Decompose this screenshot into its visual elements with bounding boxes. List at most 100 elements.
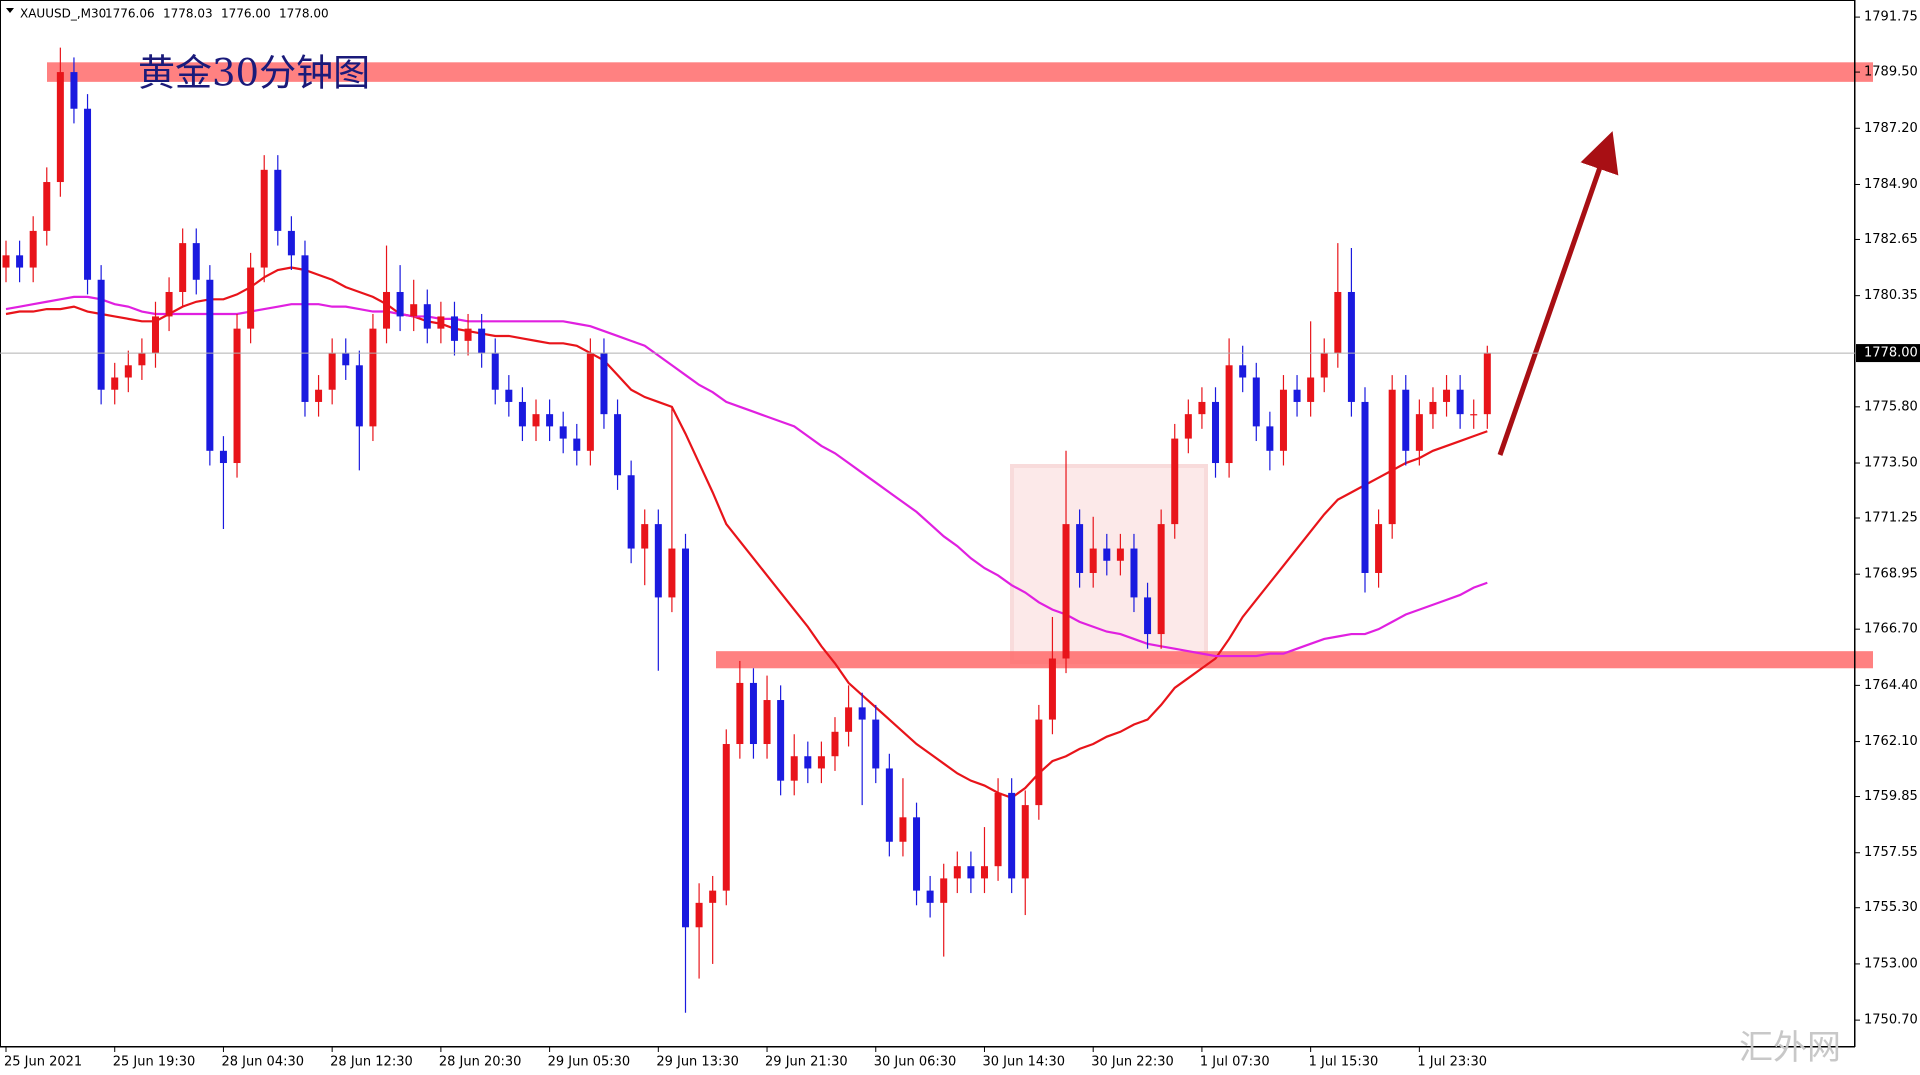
x-tick-label: 28 Jun 12:30 bbox=[330, 1055, 413, 1070]
candle-body bbox=[858, 707, 866, 720]
candle-body bbox=[709, 890, 717, 903]
candle-body bbox=[627, 475, 635, 549]
candle-body bbox=[274, 169, 282, 231]
candle-body bbox=[478, 328, 486, 354]
candle-body bbox=[885, 768, 893, 842]
candle-body bbox=[532, 414, 540, 427]
x-tick-label: 29 Jun 21:30 bbox=[765, 1055, 848, 1070]
candle-body bbox=[1184, 414, 1192, 439]
candle-body bbox=[423, 304, 431, 329]
header-marker bbox=[6, 8, 14, 13]
candle-body bbox=[84, 108, 92, 280]
candle-body bbox=[777, 700, 785, 781]
candle-body bbox=[1266, 426, 1274, 451]
candle-body bbox=[1062, 524, 1070, 659]
candle-body bbox=[1252, 377, 1260, 427]
header-value: 1778.03 bbox=[163, 7, 213, 21]
candle-body bbox=[369, 328, 377, 427]
x-tick-label: 30 Jun 06:30 bbox=[874, 1055, 957, 1070]
candle-body bbox=[1198, 401, 1206, 415]
header-value: 1776.00 bbox=[221, 7, 271, 21]
x-tick-label: 1 Jul 15:30 bbox=[1309, 1055, 1379, 1070]
candle-body bbox=[1239, 365, 1247, 378]
y-tick-label: 1782.65 bbox=[1864, 232, 1918, 247]
candle-body bbox=[614, 414, 622, 476]
y-tick-label: 1759.85 bbox=[1864, 789, 1918, 804]
candle-body bbox=[695, 902, 703, 928]
x-tick-label: 1 Jul 07:30 bbox=[1200, 1055, 1270, 1070]
candle-body bbox=[1334, 291, 1342, 354]
candle-body bbox=[1388, 389, 1396, 525]
candle-body bbox=[804, 756, 812, 769]
candle-body bbox=[233, 328, 241, 464]
candle-body bbox=[206, 279, 214, 451]
candle-body bbox=[1347, 291, 1355, 402]
candle-body bbox=[1212, 401, 1220, 464]
candle-body bbox=[1171, 438, 1179, 525]
header-value: 1778.00 bbox=[279, 7, 329, 21]
candle-body bbox=[1048, 658, 1056, 720]
candle-body bbox=[410, 304, 418, 317]
candle-body bbox=[654, 524, 662, 598]
y-tick-label: 1784.90 bbox=[1864, 177, 1918, 192]
candle-body bbox=[450, 316, 458, 341]
candle-body bbox=[1483, 353, 1491, 415]
candle-body bbox=[586, 353, 594, 451]
candle-body bbox=[559, 426, 567, 439]
candle-body bbox=[396, 291, 404, 317]
candle-body bbox=[260, 169, 268, 268]
candle-body bbox=[1076, 524, 1084, 573]
candle-body bbox=[287, 230, 295, 256]
candle-body bbox=[790, 756, 798, 781]
last-price-label: 1778.00 bbox=[1864, 346, 1918, 361]
candle-body bbox=[43, 182, 51, 231]
x-tick-label: 25 Jun 2021 bbox=[4, 1055, 82, 1070]
candle-body bbox=[219, 450, 227, 464]
candle-body bbox=[1035, 719, 1043, 806]
candle-body bbox=[437, 316, 445, 329]
candle-body bbox=[546, 414, 554, 427]
y-tick-label: 1775.80 bbox=[1864, 399, 1918, 414]
candle-body bbox=[247, 267, 255, 329]
y-tick-label: 1773.50 bbox=[1864, 456, 1918, 471]
candle-body bbox=[1157, 524, 1165, 635]
y-tick-label: 1762.10 bbox=[1864, 734, 1918, 749]
candle-body bbox=[342, 353, 350, 366]
candle-body bbox=[301, 255, 309, 402]
candle-body bbox=[165, 291, 173, 317]
candle-body bbox=[1144, 597, 1152, 635]
candle-body bbox=[763, 700, 771, 745]
candle-body bbox=[1307, 377, 1315, 402]
candle-body bbox=[179, 243, 187, 292]
candle-body bbox=[722, 744, 730, 891]
chart-title: 黄金30分钟图 bbox=[138, 52, 370, 95]
x-tick-label: 29 Jun 13:30 bbox=[656, 1055, 739, 1070]
candle-body bbox=[1375, 524, 1383, 573]
candle-body bbox=[913, 817, 921, 891]
candle-body bbox=[682, 548, 689, 928]
y-tick-label: 1766.70 bbox=[1864, 622, 1918, 637]
candle-body bbox=[749, 682, 757, 745]
candle-body bbox=[980, 866, 988, 879]
candle-body bbox=[1089, 548, 1097, 573]
candle-body bbox=[600, 353, 608, 415]
y-tick-label: 1764.40 bbox=[1864, 678, 1918, 693]
candle-body bbox=[1279, 389, 1287, 451]
candle-body bbox=[29, 230, 37, 268]
candle-body bbox=[1116, 548, 1124, 561]
candle-body bbox=[1225, 365, 1233, 464]
candle-body bbox=[831, 731, 839, 757]
symbol-label: XAUUSD_,M30 bbox=[20, 7, 106, 21]
candle-body bbox=[1415, 414, 1423, 451]
candle-body bbox=[151, 316, 159, 354]
candle-body bbox=[70, 72, 78, 109]
candle-body bbox=[464, 328, 472, 341]
candle-body bbox=[138, 353, 146, 366]
x-tick-label: 30 Jun 22:30 bbox=[1091, 1055, 1174, 1070]
site-watermark: 汇外网 bbox=[1739, 1028, 1841, 1068]
candle-body bbox=[16, 255, 24, 268]
candle-body bbox=[111, 377, 119, 390]
candle-body bbox=[953, 866, 961, 879]
y-tick-label: 1768.95 bbox=[1864, 567, 1918, 582]
candle-body bbox=[736, 682, 744, 745]
